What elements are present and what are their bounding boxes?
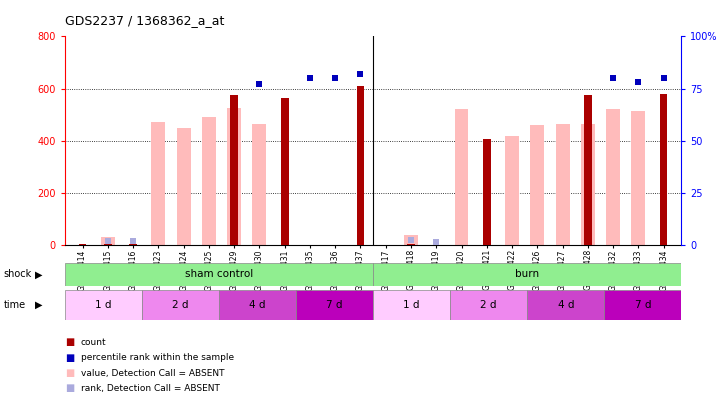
Text: shock: shock xyxy=(4,269,32,279)
Bar xyxy=(230,95,238,245)
Bar xyxy=(252,124,266,245)
Bar xyxy=(129,244,137,245)
Bar xyxy=(407,244,415,245)
Text: time: time xyxy=(4,300,26,310)
Text: 2 d: 2 d xyxy=(480,300,497,310)
Text: ■: ■ xyxy=(65,368,74,378)
Bar xyxy=(104,244,112,245)
Text: value, Detection Call = ABSENT: value, Detection Call = ABSENT xyxy=(81,369,224,377)
Bar xyxy=(556,124,570,245)
Bar xyxy=(151,122,165,245)
Bar xyxy=(450,290,527,320)
Bar xyxy=(505,136,519,245)
Text: rank, Detection Call = ABSENT: rank, Detection Call = ABSENT xyxy=(81,384,220,393)
Bar xyxy=(65,263,373,286)
Text: 4 d: 4 d xyxy=(557,300,574,310)
Text: ▶: ▶ xyxy=(35,300,42,310)
Bar xyxy=(202,117,216,245)
Bar xyxy=(227,108,241,245)
Bar xyxy=(604,290,681,320)
Bar xyxy=(101,237,115,245)
Text: sham control: sham control xyxy=(185,269,253,279)
Text: 2 d: 2 d xyxy=(172,300,189,310)
Bar xyxy=(281,98,288,245)
Text: 7 d: 7 d xyxy=(634,300,651,310)
Text: burn: burn xyxy=(516,269,539,279)
Text: ■: ■ xyxy=(65,337,74,347)
Bar xyxy=(296,290,373,320)
Text: 1 d: 1 d xyxy=(95,300,112,310)
Bar xyxy=(632,111,645,245)
Text: ■: ■ xyxy=(65,353,74,362)
Bar xyxy=(357,86,364,245)
Bar xyxy=(373,290,450,320)
Text: count: count xyxy=(81,338,107,347)
Text: 7 d: 7 d xyxy=(327,300,343,310)
Bar xyxy=(79,244,87,245)
Text: ■: ■ xyxy=(65,384,74,393)
Bar xyxy=(531,125,544,245)
Bar xyxy=(483,139,490,245)
Bar xyxy=(177,128,190,245)
Bar xyxy=(527,290,604,320)
Text: ▶: ▶ xyxy=(35,269,42,279)
Text: 4 d: 4 d xyxy=(249,300,266,310)
Bar xyxy=(404,234,418,245)
Text: GDS2237 / 1368362_a_at: GDS2237 / 1368362_a_at xyxy=(65,14,224,27)
Bar xyxy=(219,290,296,320)
Text: 1 d: 1 d xyxy=(403,300,420,310)
Bar xyxy=(455,109,469,245)
Bar xyxy=(65,290,142,320)
Bar xyxy=(373,263,681,286)
Text: percentile rank within the sample: percentile rank within the sample xyxy=(81,353,234,362)
Bar xyxy=(142,290,219,320)
Bar xyxy=(660,94,668,245)
Bar xyxy=(584,95,592,245)
Bar xyxy=(581,124,595,245)
Bar xyxy=(606,109,620,245)
